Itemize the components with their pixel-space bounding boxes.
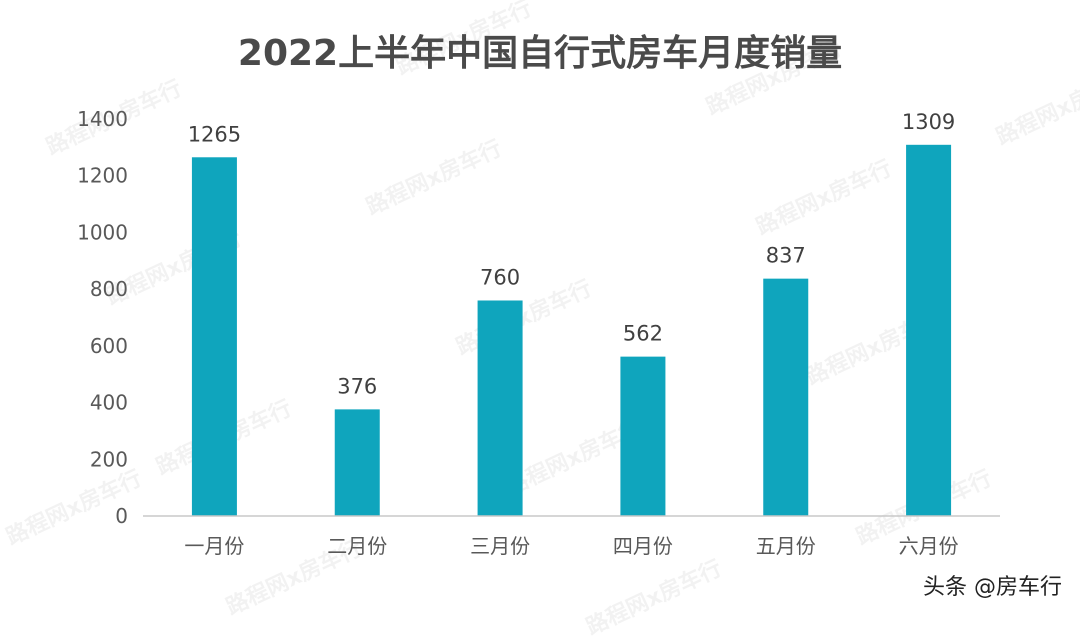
data-label: 1265 — [188, 122, 241, 146]
y-tick-label: 800 — [90, 277, 128, 301]
bar — [763, 278, 809, 516]
y-tick-label: 1200 — [77, 164, 128, 188]
x-tick-label: 二月份 — [327, 534, 387, 558]
x-tick-label: 四月份 — [613, 534, 673, 558]
data-label: 1309 — [902, 110, 955, 134]
bar-chart: 0 200 400 600 800 1000 1200 1400 1265 一月份 376 二月份 76… — [77, 107, 1000, 558]
chart-title: 2022上半年中国自行式房车月度销量 — [237, 33, 843, 74]
x-tick-label: 一月份 — [184, 534, 244, 558]
source-credit: 头条 @房车行 — [923, 575, 1062, 600]
bar — [620, 356, 666, 516]
y-tick-label: 600 — [90, 334, 128, 358]
data-label: 837 — [766, 244, 806, 268]
y-tick-label: 1000 — [77, 220, 128, 244]
data-label: 376 — [337, 374, 377, 398]
y-tick-label: 1400 — [77, 107, 128, 131]
y-tick-label: 0 — [115, 504, 128, 528]
x-tick-label: 三月份 — [470, 534, 530, 558]
bar — [906, 144, 952, 516]
bar — [334, 409, 380, 516]
x-tick-label: 五月份 — [756, 534, 816, 558]
y-tick-label: 400 — [90, 391, 128, 415]
bar — [191, 157, 237, 516]
bar — [477, 300, 523, 516]
x-tick-label: 六月份 — [899, 534, 959, 558]
data-label: 562 — [623, 322, 663, 346]
y-tick-label: 200 — [90, 447, 128, 471]
data-label: 760 — [480, 265, 520, 289]
